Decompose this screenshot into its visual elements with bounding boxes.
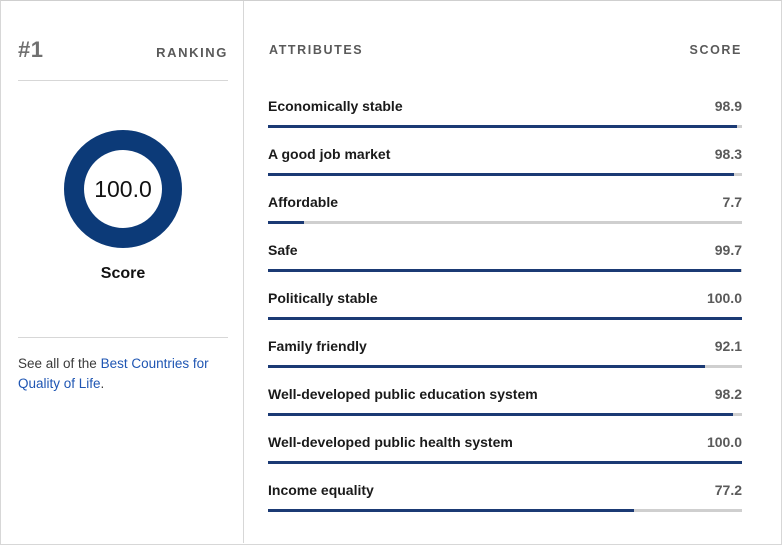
rank-number: #1 xyxy=(18,37,44,62)
score-bar-track xyxy=(268,269,742,272)
attribute-name: Well-developed public education system xyxy=(268,386,538,402)
attribute-row: Safe 99.7 xyxy=(268,242,742,282)
attribute-name: Economically stable xyxy=(268,98,403,114)
attributes-panel: ATTRIBUTES SCORE Economically stable 98.9… xyxy=(268,1,742,543)
score-bar-fill xyxy=(268,365,705,368)
score-ring-graphic xyxy=(64,130,182,248)
ranking-header: #1 RANKING xyxy=(18,37,228,81)
attributes-column-header: ATTRIBUTES xyxy=(269,43,364,57)
attribute-row: A good job market 98.3 xyxy=(268,146,742,186)
score-bar-fill xyxy=(268,461,742,464)
score-bar-track xyxy=(268,509,742,512)
attribute-name: Well-developed public health system xyxy=(268,434,513,450)
attribute-name: Income equality xyxy=(268,482,374,498)
attribute-name: A good job market xyxy=(268,146,391,162)
attribute-score: 92.1 xyxy=(714,338,742,354)
score-bar-fill xyxy=(268,413,733,416)
score-bar-fill xyxy=(268,221,304,224)
ranking-panel: #1 RANKING 100.0 Score See all of the Be… xyxy=(1,1,244,543)
score-bar-fill xyxy=(268,509,634,512)
score-bar-fill xyxy=(268,173,734,176)
score-bar-track xyxy=(268,317,742,320)
attribute-row: Politically stable 100.0 xyxy=(268,290,742,330)
attribute-score: 100.0 xyxy=(706,434,742,450)
attribute-score: 98.9 xyxy=(714,98,742,114)
attribute-row: Affordable 7.7 xyxy=(268,194,742,234)
score-bar-fill xyxy=(268,269,741,272)
ranking-label: RANKING xyxy=(156,45,228,60)
overall-score-ring: 100.0 xyxy=(63,129,183,249)
attribute-score: 98.3 xyxy=(714,146,742,162)
score-bar-track xyxy=(268,413,742,416)
attribute-score: 98.2 xyxy=(714,386,742,402)
attribute-name: Family friendly xyxy=(268,338,367,354)
overall-score-value: 100.0 xyxy=(94,175,152,202)
attribute-row: Income equality 77.2 xyxy=(268,482,742,522)
attribute-score: 100.0 xyxy=(706,290,742,306)
score-column-header: SCORE xyxy=(689,43,742,57)
best-countries-link[interactable]: Best Countries for Quality of Life xyxy=(18,356,209,391)
see-all-suffix: . xyxy=(100,376,105,391)
score-caption: Score xyxy=(100,265,146,282)
attribute-name: Affordable xyxy=(268,194,338,210)
score-bar-fill xyxy=(268,125,737,128)
attribute-score: 99.7 xyxy=(714,242,742,258)
see-all-text: See all of the Best Countries for Qualit… xyxy=(18,354,233,394)
score-bar-fill xyxy=(268,317,742,320)
score-bar-track xyxy=(268,461,742,464)
score-ring-fill xyxy=(64,130,182,248)
attribute-row: Economically stable 98.9 xyxy=(268,98,742,138)
attribute-name: Politically stable xyxy=(268,290,378,306)
attribute-row: Family friendly 92.1 xyxy=(268,338,742,378)
see-all-prefix: See all of the xyxy=(18,356,101,371)
attribute-score: 77.2 xyxy=(714,482,742,498)
panel-divider xyxy=(18,337,228,338)
attribute-score: 7.7 xyxy=(722,194,742,210)
attribute-row: Well-developed public education system 98… xyxy=(268,386,742,426)
score-bar-track xyxy=(268,125,742,128)
score-bar-track xyxy=(268,173,742,176)
score-bar-track xyxy=(268,221,742,224)
score-bar-track xyxy=(268,365,742,368)
attribute-row: Well-developed public health system 100.0 xyxy=(268,434,742,474)
attribute-name: Safe xyxy=(268,242,298,258)
